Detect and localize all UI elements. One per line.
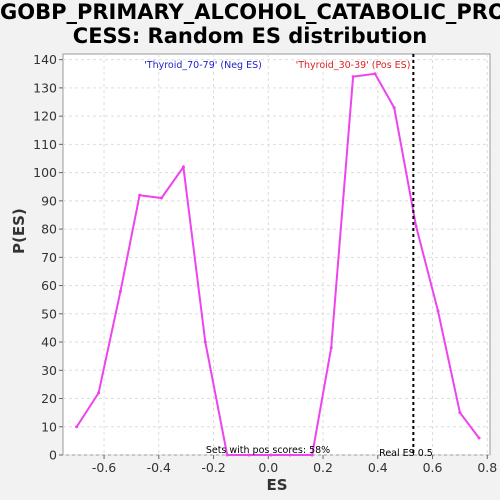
y-tick-label: 110 [33,137,57,152]
grid-lines [63,54,490,456]
series-points [75,72,481,457]
data-point [97,391,101,395]
pos-es-label: 'Thyroid_30-39' (Pos ES) [296,60,411,71]
data-point [288,453,292,457]
data-point [181,165,185,169]
chart-title-line-1: GOBP_PRIMARY_ALCOHOL_CATABOLIC_PRO [0,0,500,24]
x-axis-title: ES [266,476,287,494]
plot-area [62,53,491,456]
data-point [225,453,229,457]
y-tick-label: 70 [41,250,57,265]
y-tick-label: 20 [41,391,57,406]
y-tick-label: 30 [41,363,57,378]
chart-title: GOBP_PRIMARY_ALCOHOL_CATABOLIC_PRO CESS:… [0,0,500,48]
y-tick-label: 0 [49,448,57,463]
y-tick-label: 120 [33,109,57,124]
y-tick-label: 90 [41,193,57,208]
data-point [247,453,251,457]
y-tick-label: 40 [41,335,57,350]
y-tick-label: 100 [33,165,57,180]
y-axis-title: P(ES) [10,208,28,254]
data-point [414,224,418,228]
y-tick-label: 140 [33,52,57,67]
x-tick-label: -0.6 [92,460,116,475]
data-point [458,411,462,415]
x-tick-label: -0.4 [147,460,171,475]
chart-title-line-2: CESS: Random ES distribution [72,24,428,48]
data-point [373,72,377,76]
y-tick-label: 50 [41,306,57,321]
data-point [329,346,333,350]
y-tick-label: 60 [41,278,57,293]
x-axis-ticks: -0.6 -0.4 -0.2 0.0 0.2 0.4 0.6 0.8 [92,455,497,475]
data-point [477,436,481,440]
y-tick-label: 80 [41,222,57,237]
sets-pos-label: Sets with pos scores: 58% [206,445,330,456]
data-point [436,309,440,313]
y-tick-label: 130 [33,80,57,95]
data-point [118,289,122,293]
data-point [310,453,314,457]
data-point [160,196,164,200]
x-tick-label: 0.8 [477,460,497,475]
data-point [392,106,396,110]
x-tick-label: 0.0 [258,460,278,475]
data-point [138,193,142,197]
data-point [269,453,273,457]
x-tick-label: 0.2 [313,460,333,475]
x-tick-label: 0.4 [368,460,388,475]
y-tick-label: 10 [41,419,57,434]
y-axis-ticks: 0 10 20 30 40 50 60 70 80 90 100 110 120 130 140 [33,52,63,463]
x-tick-label: -0.2 [201,460,225,475]
neg-es-label: 'Thyroid_70-79' (Neg ES) [144,60,262,71]
data-point [75,425,79,429]
data-point [351,75,355,79]
x-tick-label: 0.6 [423,460,443,475]
data-point [203,340,207,344]
real-es-label: Real ES 0.5 [379,448,433,459]
